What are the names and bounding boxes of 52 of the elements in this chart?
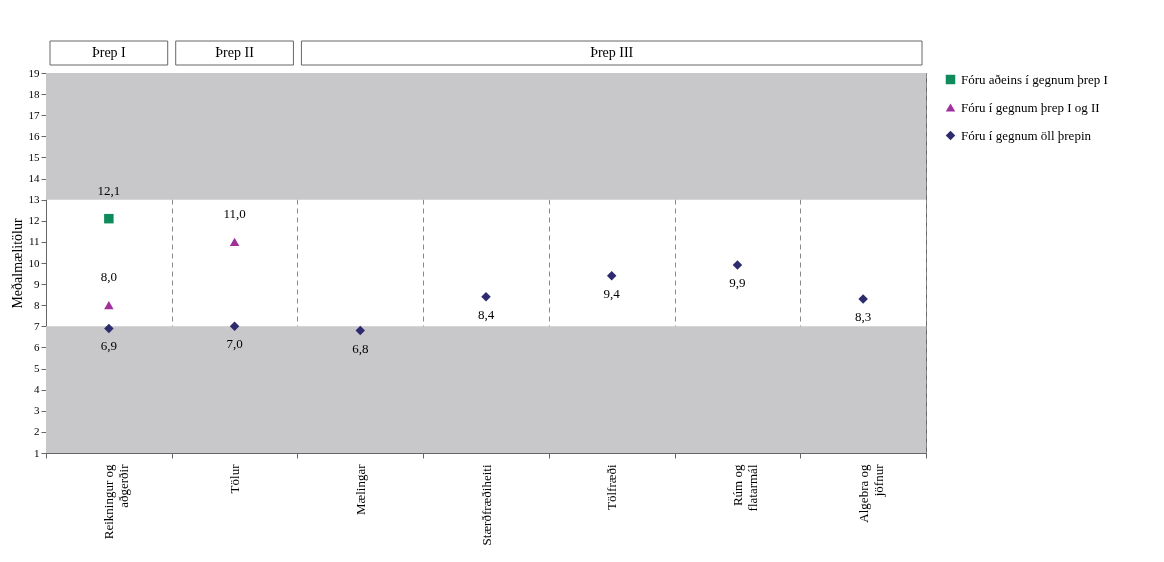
x-tick-label: Stærðfræðiheiti — [478, 464, 494, 546]
y-tick-label: 14 — [28, 172, 40, 185]
legend-label: Fóru í gegnum þrep I og II — [961, 99, 1100, 115]
y-tick-label: 19 — [28, 66, 40, 79]
y-tick-label: 16 — [28, 129, 40, 142]
y-axis-title: Meðalmælitölur — [9, 218, 25, 309]
point — [858, 294, 868, 304]
data-label: 9,9 — [729, 275, 746, 291]
y-tick-label: 4 — [34, 383, 40, 396]
x-tick-label: Tölur — [227, 463, 243, 494]
data-label: 6,9 — [100, 338, 117, 354]
y-tick-label: 5 — [34, 362, 40, 375]
y-tick-label: 10 — [28, 256, 40, 269]
data-label: 8,0 — [100, 269, 117, 285]
y-tick-label: 18 — [28, 87, 40, 100]
data-label: 6,8 — [352, 340, 369, 356]
y-tick-label: 9 — [34, 277, 40, 290]
data-label: 8,3 — [855, 308, 872, 324]
y-tick-label: 11 — [28, 235, 40, 248]
point — [104, 301, 114, 310]
legend-label: Fóru í gegnum öll þrepin — [961, 127, 1092, 143]
y-tick-label: 17 — [28, 108, 40, 121]
y-tick-label: 8 — [34, 298, 40, 311]
data-label: 7,0 — [226, 336, 243, 352]
y-tick-label: 12 — [28, 214, 40, 227]
x-tick-label: Rúm og flatarmál — [729, 464, 760, 512]
x-tick-label: Mælingar — [352, 463, 368, 516]
y-tick-label: 6 — [34, 340, 40, 353]
legend-label: Fóru aðeins í gegnum þrep I — [961, 71, 1108, 87]
point — [355, 325, 366, 336]
y-tick-label: 7 — [34, 319, 40, 332]
y-tick-label: 2 — [34, 425, 40, 438]
x-tick-label: Tölfræði — [604, 464, 620, 510]
point — [229, 237, 240, 246]
point — [229, 321, 240, 332]
data-label: 8,4 — [477, 306, 495, 322]
x-tick-label: Reikningur og aðgerðir — [101, 463, 132, 540]
point — [104, 213, 114, 224]
data-label: 11,0 — [223, 205, 246, 221]
point — [606, 270, 617, 281]
x-tick-label: Algebra og jöfnur — [855, 463, 886, 523]
y-tick-label: 15 — [28, 150, 40, 163]
data-label: 9,4 — [603, 285, 621, 301]
y-tick-label: 1 — [34, 446, 40, 459]
text: Þrep III — [590, 45, 634, 60]
text: Þrep I — [91, 45, 127, 60]
text: Þrep II — [215, 45, 255, 60]
point — [104, 323, 114, 334]
y-tick-label: 13 — [28, 193, 40, 206]
data-label: 12,1 — [97, 182, 121, 198]
point — [732, 260, 743, 270]
y-tick-label: 3 — [34, 404, 40, 417]
